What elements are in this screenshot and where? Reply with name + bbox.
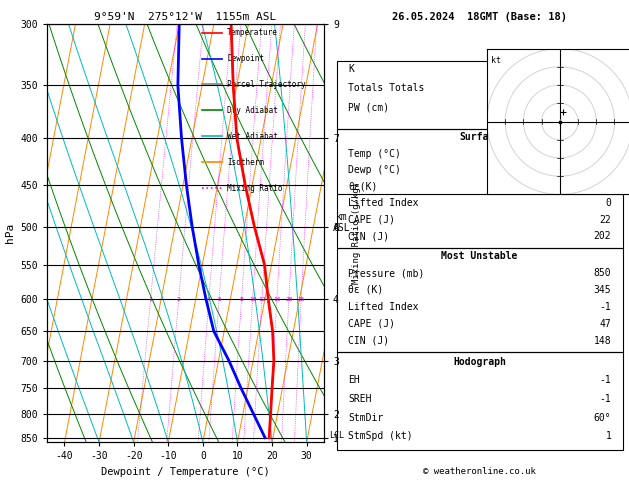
Text: StmDir: StmDir: [348, 413, 383, 423]
Text: Wet Adiabat: Wet Adiabat: [227, 132, 278, 141]
Text: 10: 10: [249, 297, 257, 302]
Text: 18.9: 18.9: [587, 149, 611, 158]
Text: 148: 148: [594, 335, 611, 346]
Text: 1: 1: [605, 432, 611, 441]
Text: LCL: LCL: [330, 431, 345, 440]
Text: Totals Totals: Totals Totals: [348, 83, 425, 93]
Text: 17.7: 17.7: [587, 165, 611, 175]
Text: CAPE (J): CAPE (J): [348, 215, 395, 225]
Text: CAPE (J): CAPE (J): [348, 319, 395, 329]
Y-axis label: km
ASL: km ASL: [333, 212, 350, 233]
Text: Parcel Trajectory: Parcel Trajectory: [227, 80, 306, 89]
Text: 26.05.2024  18GMT (Base: 18): 26.05.2024 18GMT (Base: 18): [392, 12, 567, 22]
Y-axis label: hPa: hPa: [5, 223, 15, 243]
Text: © weatheronline.co.uk: © weatheronline.co.uk: [423, 467, 536, 476]
Text: -1: -1: [599, 394, 611, 404]
Text: -1: -1: [599, 302, 611, 312]
X-axis label: Dewpoint / Temperature (°C): Dewpoint / Temperature (°C): [101, 467, 270, 477]
Bar: [337, 61, 623, 129]
Text: Pressure (mb): Pressure (mb): [348, 268, 425, 278]
Text: 8: 8: [240, 297, 243, 302]
Text: Temp (°C): Temp (°C): [348, 149, 401, 158]
Text: Surface: Surface: [459, 132, 500, 142]
Text: Lifted Index: Lifted Index: [348, 198, 418, 208]
Text: Mixing Ratio (g/kg): Mixing Ratio (g/kg): [352, 182, 360, 284]
Text: 22: 22: [599, 215, 611, 225]
Text: 60°: 60°: [594, 413, 611, 423]
Text: 25: 25: [298, 297, 305, 302]
Text: 47: 47: [599, 319, 611, 329]
Text: θε(K): θε(K): [348, 182, 377, 191]
Bar: [337, 248, 623, 352]
Text: 202: 202: [594, 231, 611, 241]
Text: 1: 1: [148, 297, 152, 302]
Bar: [337, 129, 623, 248]
Text: Dry Adiabat: Dry Adiabat: [227, 106, 278, 115]
Text: 20: 20: [285, 297, 292, 302]
Text: 0: 0: [605, 198, 611, 208]
Text: EH: EH: [348, 375, 360, 385]
Text: 2: 2: [177, 297, 181, 302]
Text: 5: 5: [217, 297, 221, 302]
Text: Hodograph: Hodograph: [453, 357, 506, 367]
Text: PW (cm): PW (cm): [348, 103, 389, 112]
Text: Temperature: Temperature: [227, 28, 278, 37]
Text: 4: 4: [207, 297, 211, 302]
Text: 3.28: 3.28: [587, 103, 611, 112]
Text: Most Unstable: Most Unstable: [442, 251, 518, 261]
Text: StmSpd (kt): StmSpd (kt): [348, 432, 413, 441]
Text: kt: kt: [491, 56, 501, 65]
Text: SREH: SREH: [348, 394, 372, 404]
Text: 344: 344: [594, 182, 611, 191]
Text: CIN (J): CIN (J): [348, 231, 389, 241]
Text: Dewp (°C): Dewp (°C): [348, 165, 401, 175]
Text: Dewpoint: Dewpoint: [227, 54, 264, 63]
Text: θε (K): θε (K): [348, 285, 383, 295]
Text: 12: 12: [258, 297, 265, 302]
Text: 16: 16: [273, 297, 281, 302]
Text: Isotherm: Isotherm: [227, 158, 264, 167]
Text: -1: -1: [599, 375, 611, 385]
Text: Mixing Ratio: Mixing Ratio: [227, 184, 282, 192]
Text: 345: 345: [594, 285, 611, 295]
Text: 44: 44: [599, 83, 611, 93]
Title: 9°59'N  275°12'W  1155m ASL: 9°59'N 275°12'W 1155m ASL: [94, 12, 277, 22]
Text: Lifted Index: Lifted Index: [348, 302, 418, 312]
Text: 35: 35: [599, 64, 611, 73]
Text: K: K: [348, 64, 354, 73]
Bar: [337, 352, 623, 450]
Text: CIN (J): CIN (J): [348, 335, 389, 346]
Text: 850: 850: [594, 268, 611, 278]
